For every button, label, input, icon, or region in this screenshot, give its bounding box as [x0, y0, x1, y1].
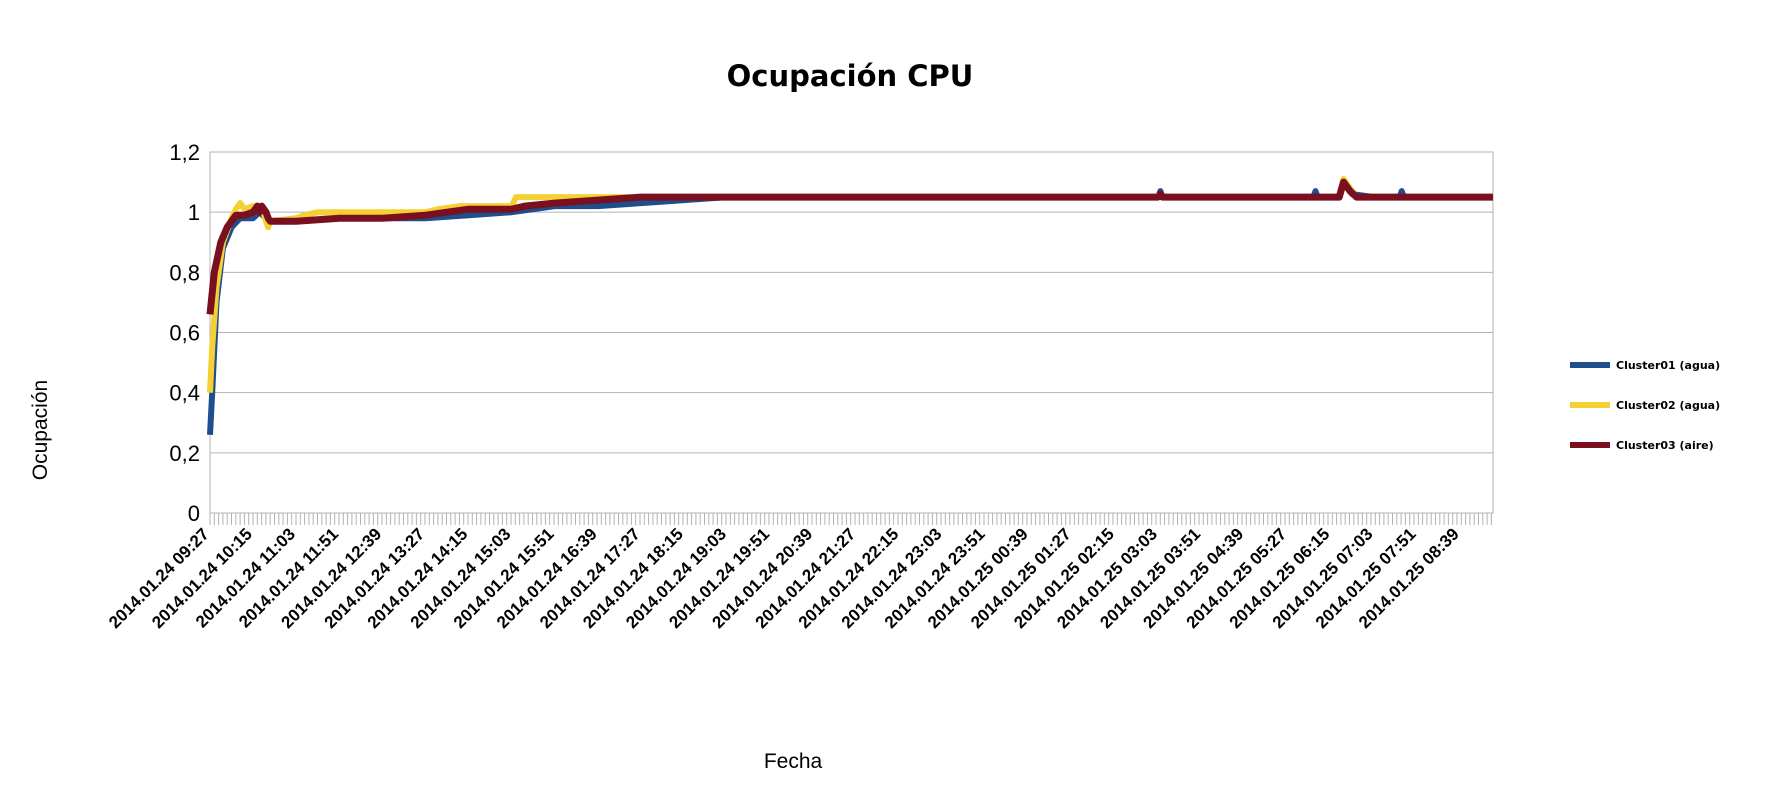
series-line-3: [206, 178, 1493, 315]
legend-swatch: [1570, 402, 1610, 408]
legend-label: Cluster02 (agua): [1616, 399, 1720, 412]
series-lines: [206, 176, 1493, 435]
series-line-2: [207, 176, 1493, 393]
y-axis-tick-labels: 0 0,2 0,4 0,6 0,8 1 1,2: [169, 140, 200, 526]
y-tick-label: 1,2: [169, 140, 200, 165]
x-axis-title: Fecha: [764, 750, 823, 773]
legend-label: Cluster01 (agua): [1616, 359, 1720, 372]
legend-swatch: [1570, 442, 1610, 448]
legend-label: Cluster03 (aire): [1616, 439, 1714, 452]
legend: Cluster01 (agua) Cluster02 (agua) Cluster0…: [1570, 359, 1720, 452]
legend-swatch: [1570, 362, 1610, 368]
x-axis-minor-ticks: [209, 513, 1492, 525]
gridlines: [210, 151, 1493, 514]
chart-title: Ocupación CPU: [727, 59, 974, 93]
y-tick-label: 0,6: [169, 321, 200, 346]
y-tick-label: 0,4: [169, 381, 200, 406]
y-tick-label: 1: [188, 200, 200, 225]
y-tick-label: 0,2: [169, 441, 200, 466]
plot-area: [209, 151, 1494, 514]
y-tick-label: 0: [188, 501, 200, 526]
y-tick-label: 0,8: [169, 260, 200, 285]
y-axis-title: Ocupación: [29, 380, 52, 480]
